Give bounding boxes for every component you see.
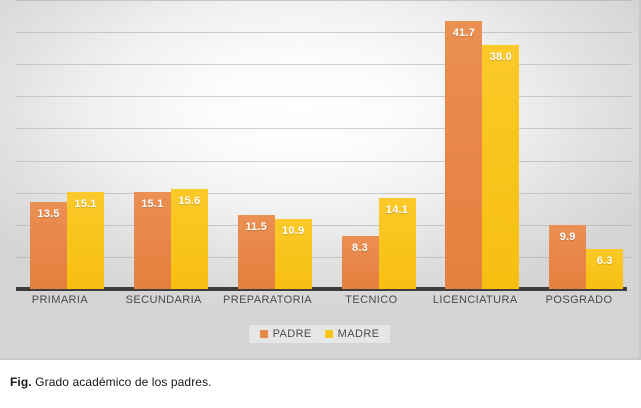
bar-padre-secundaria[interactable]: 15.1	[133, 192, 171, 289]
plot-area	[8, 0, 631, 291]
figure-caption: Fig. Grado académico de los padres.	[10, 375, 212, 389]
bar-value-label: 15.1	[74, 198, 97, 211]
gridline	[16, 32, 631, 34]
bar-value-label: 15.1	[141, 198, 164, 211]
category-label-licenciatura: LICENCIATURA	[432, 294, 518, 306]
bar-value-label: 8.3	[352, 241, 368, 254]
bar-series-layer: 13.5 15.1 15.1 15.6 11.5 10.9 8.3 14.1 41.7 38.0 9…	[8, 0, 631, 289]
bar-group: 15.1 15.6	[112, 0, 216, 289]
legend-label: PADRE	[272, 328, 312, 340]
gridline	[16, 160, 631, 162]
bar-value-label: 11.5	[245, 221, 267, 234]
x-axis-line	[16, 287, 627, 291]
bar-madre-primaria[interactable]: 15.1	[67, 192, 104, 289]
bar-group: 8.3 14.1	[320, 0, 424, 289]
bar-madre-secundaria[interactable]: 15.6	[170, 188, 208, 289]
bar-value-label: 10.9	[282, 225, 305, 237]
bar-padre-posgrado[interactable]: 9.9	[549, 225, 587, 289]
legend-swatch-icon	[259, 330, 268, 338]
bar-madre-tecnico[interactable]: 14.1	[378, 198, 416, 289]
bar-group: 13.5 15.1	[8, 0, 112, 289]
bar-madre-licenciatura[interactable]: 38.0	[482, 44, 520, 289]
caption-prefix: Fig.	[10, 375, 32, 389]
gridline	[16, 64, 631, 66]
bar-value-label: 14.1	[385, 204, 409, 217]
bar-group: 11.5 10.9	[216, 0, 320, 289]
gridline	[16, 128, 631, 130]
legend-item-padre[interactable]: PADRE	[259, 328, 312, 340]
caption-text: Grado académico de los padres.	[31, 375, 212, 389]
bar-padre-primaria[interactable]: 13.5	[30, 202, 67, 289]
legend-label: MADRE	[337, 328, 380, 340]
category-label-posgrado: POSGRADO	[545, 294, 613, 306]
bar-value-label: 15.6	[178, 194, 201, 207]
bar-group: 9.9 6.3	[527, 0, 631, 289]
bar-padre-preparatoria[interactable]: 11.5	[237, 215, 275, 289]
category-label-primaria: PRIMARIA	[31, 294, 89, 306]
chart-panel: 13.5 15.1 15.1 15.6 11.5 10.9 8.3 14.1 41.7 38.0 9…	[0, 0, 641, 360]
bar-value-label: 13.5	[37, 208, 60, 221]
bar-group: 41.7 38.0	[423, 0, 527, 289]
bar-madre-preparatoria[interactable]: 10.9	[274, 219, 312, 289]
bar-padre-licenciatura[interactable]: 41.7	[445, 21, 483, 289]
bar-value-label: 9.9	[559, 231, 576, 244]
gridline	[16, 256, 631, 258]
legend-swatch-icon	[324, 330, 333, 338]
category-label-tecnico: TECNICO	[345, 294, 398, 306]
bar-value-label: 6.3	[596, 254, 613, 267]
gridline	[16, 0, 631, 1]
bar-value-label: 41.7	[452, 27, 475, 40]
legend-item-madre[interactable]: MADRE	[324, 328, 380, 340]
gridline	[16, 96, 631, 98]
chart-legend: PADRE MADRE	[248, 325, 391, 343]
category-label-secundaria: SECUNDARIA	[125, 294, 202, 306]
gridline	[16, 224, 631, 226]
category-axis: PRIMARIA SECUNDARIA PREPARATORIA TECNICO LIC…	[8, 294, 631, 316]
bar-padre-tecnico[interactable]: 8.3	[341, 235, 379, 289]
bar-madre-posgrado[interactable]: 6.3	[586, 248, 624, 289]
gridline	[16, 192, 631, 194]
category-label-preparatoria: PREPARATORIA	[222, 294, 313, 306]
bar-value-label: 38.0	[489, 50, 512, 63]
